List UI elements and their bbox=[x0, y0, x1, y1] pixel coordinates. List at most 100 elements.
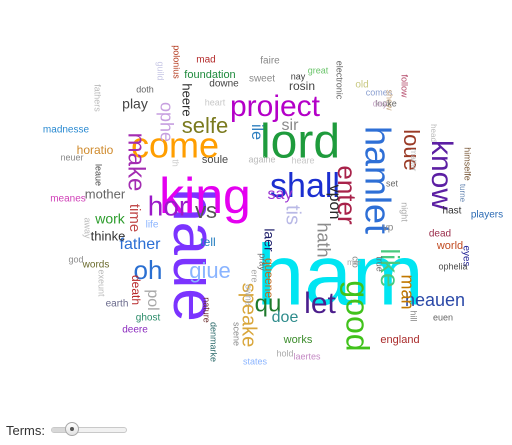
cloud-word-rosin[interactable]: rosin bbox=[289, 79, 315, 93]
cloud-word-doth[interactable]: doth bbox=[136, 84, 154, 94]
cloud-word-life[interactable]: life bbox=[146, 220, 159, 231]
cloud-word-laer[interactable]: laer bbox=[261, 228, 277, 252]
cloud-word-great[interactable]: great bbox=[308, 65, 329, 75]
cloud-word-loue[interactable]: loue bbox=[399, 129, 424, 171]
cloud-word-lord[interactable]: lord bbox=[260, 116, 340, 169]
cloud-word-meanes[interactable]: meanes bbox=[50, 194, 86, 205]
cloud-word-set[interactable]: set bbox=[386, 178, 399, 188]
cloud-word-deere[interactable]: deere bbox=[122, 325, 148, 336]
cloud-word-ham[interactable]: ham bbox=[256, 228, 423, 324]
cloud-word-selfe[interactable]: selfe bbox=[182, 113, 228, 138]
cloud-word-guild[interactable]: guild bbox=[156, 61, 166, 80]
cloud-word-ile[interactable]: ile bbox=[248, 124, 265, 140]
cloud-word-away[interactable]: away bbox=[83, 217, 93, 239]
cloud-word-death[interactable]: death bbox=[129, 275, 143, 305]
cloud-word-euen[interactable]: euen bbox=[433, 312, 453, 322]
cloud-word-follow[interactable]: follow bbox=[400, 74, 410, 98]
cloud-word-heare[interactable]: heare bbox=[291, 155, 314, 165]
cloud-word-oh[interactable]: oh bbox=[134, 255, 163, 285]
cloud-word-god[interactable]: god bbox=[68, 254, 83, 264]
cloud-word-day[interactable]: day bbox=[373, 98, 388, 108]
cloud-word-tell[interactable]: tell bbox=[200, 235, 215, 249]
cloud-word-thinke[interactable]: thinke bbox=[91, 228, 126, 243]
cloud-word-like[interactable]: like bbox=[375, 248, 405, 287]
cloud-word-head[interactable]: head bbox=[429, 124, 438, 142]
cloud-word-mother[interactable]: mother bbox=[85, 186, 126, 201]
cloud-word-laertes[interactable]: laertes bbox=[293, 351, 321, 361]
cloud-word-states[interactable]: states bbox=[243, 356, 268, 366]
cloud-word-hamlet[interactable]: hamlet bbox=[357, 126, 398, 234]
cloud-word-king[interactable]: king bbox=[159, 168, 251, 224]
cloud-word-downe[interactable]: downe bbox=[209, 79, 239, 90]
cloud-word-say[interactable]: say bbox=[268, 186, 293, 203]
cloud-word-heauen[interactable]: heauen bbox=[405, 290, 465, 310]
cloud-word-hor[interactable]: hor bbox=[148, 190, 188, 221]
cloud-word-good[interactable]: good bbox=[340, 280, 376, 351]
cloud-word-madnesse[interactable]: madnesse bbox=[43, 125, 90, 136]
cloud-word-vpon[interactable]: vpon bbox=[326, 185, 343, 220]
cloud-word-hill[interactable]: hill bbox=[409, 310, 419, 321]
cloud-word-owne[interactable]: owne bbox=[244, 284, 254, 306]
cloud-word-sir[interactable]: sir bbox=[282, 117, 300, 134]
cloud-word-hast[interactable]: hast bbox=[443, 206, 462, 217]
cloud-word-scene[interactable]: scene bbox=[232, 322, 242, 346]
cloud-word-ophelia[interactable]: ophelia bbox=[438, 261, 467, 271]
terms-slider-track[interactable] bbox=[51, 427, 127, 433]
cloud-word-ghost[interactable]: ghost bbox=[136, 313, 161, 324]
cloud-word-fathers[interactable]: fathers bbox=[93, 84, 103, 112]
cloud-word-man[interactable]: man bbox=[397, 274, 417, 309]
cloud-word-old[interactable]: old bbox=[355, 80, 368, 91]
cloud-word-vp[interactable]: vp bbox=[383, 223, 394, 234]
cloud-word-horatio[interactable]: horatio bbox=[77, 143, 114, 157]
cloud-word-night[interactable]: night bbox=[400, 202, 410, 222]
cloud-word-giue[interactable]: giue bbox=[189, 258, 231, 283]
cloud-word-speake[interactable]: speake bbox=[238, 283, 260, 348]
cloud-word-queene[interactable]: queene bbox=[262, 258, 276, 298]
cloud-word-denmarke[interactable]: denmarke bbox=[209, 322, 219, 362]
cloud-word-shew[interactable]: shew bbox=[385, 89, 395, 111]
cloud-word-sweet[interactable]: sweet bbox=[249, 74, 275, 85]
terms-slider-handle[interactable] bbox=[65, 422, 79, 436]
cloud-word-time[interactable]: time bbox=[126, 204, 143, 232]
cloud-word-enter[interactable]: enter bbox=[332, 165, 362, 225]
cloud-word-nay[interactable]: nay bbox=[291, 71, 306, 81]
cloud-word-comes[interactable]: comes bbox=[366, 87, 393, 97]
cloud-word-players[interactable]: players bbox=[471, 210, 503, 221]
cloud-word-words[interactable]: words bbox=[82, 260, 110, 271]
cloud-word-th[interactable]: th bbox=[171, 159, 181, 167]
cloud-word-dead[interactable]: dead bbox=[429, 229, 451, 240]
cloud-word-hath[interactable]: hath bbox=[313, 222, 333, 257]
cloud-word-let[interactable]: let bbox=[304, 287, 336, 320]
cloud-word-vs[interactable]: vs bbox=[195, 198, 217, 223]
cloud-word-matter[interactable]: matter bbox=[409, 149, 418, 172]
cloud-word-neuer[interactable]: neuer bbox=[60, 152, 83, 162]
cloud-word-turne[interactable]: turne bbox=[458, 184, 467, 203]
cloud-word-make[interactable]: make bbox=[123, 133, 150, 192]
cloud-word-looke[interactable]: looke bbox=[375, 98, 397, 108]
cloud-word-father[interactable]: father bbox=[120, 236, 162, 253]
terms-slider[interactable] bbox=[51, 422, 127, 436]
cloud-word-ere[interactable]: ere bbox=[250, 269, 260, 282]
cloud-word-himselfe[interactable]: himselfe bbox=[463, 147, 473, 181]
cloud-word-faire[interactable]: faire bbox=[260, 56, 280, 67]
cloud-word-works[interactable]: works bbox=[283, 334, 313, 346]
cloud-word-hold[interactable]: hold bbox=[276, 348, 293, 358]
cloud-word-soule[interactable]: soule bbox=[202, 154, 228, 166]
cloud-word-againe[interactable]: againe bbox=[248, 154, 275, 164]
cloud-word-heart[interactable]: heart bbox=[205, 97, 226, 107]
cloud-word-play[interactable]: play bbox=[122, 96, 148, 112]
cloud-word-world[interactable]: world bbox=[436, 240, 463, 252]
cloud-word-doe[interactable]: doe bbox=[272, 309, 299, 326]
cloud-word-come[interactable]: come bbox=[131, 125, 219, 166]
cloud-word-nature[interactable]: nature bbox=[202, 297, 212, 323]
cloud-word-know[interactable]: know bbox=[425, 140, 458, 210]
cloud-word-pray[interactable]: pray bbox=[258, 253, 268, 271]
cloud-word-mad[interactable]: mad bbox=[196, 55, 215, 66]
cloud-word-haue[interactable]: haue bbox=[161, 188, 228, 321]
cloud-word-exeunt[interactable]: exeunt bbox=[97, 269, 107, 297]
cloud-word-mar[interactable]: mar bbox=[347, 258, 361, 267]
cloud-word-leaue[interactable]: leaue bbox=[94, 164, 104, 186]
cloud-word-clo[interactable]: clo bbox=[351, 256, 361, 268]
cloud-word-heere[interactable]: heere bbox=[180, 83, 195, 116]
cloud-word-work[interactable]: work bbox=[94, 211, 126, 227]
